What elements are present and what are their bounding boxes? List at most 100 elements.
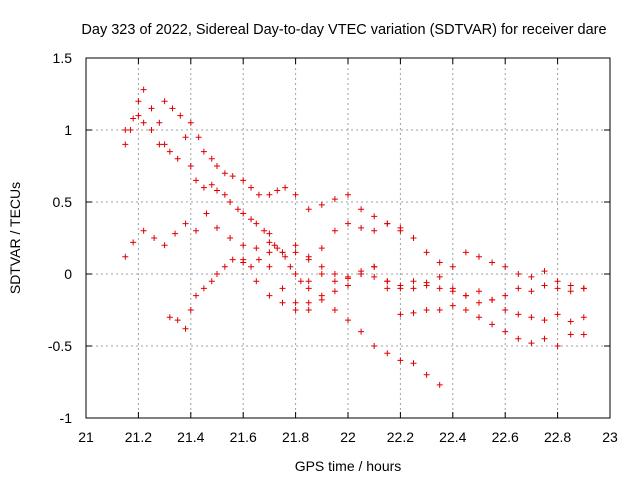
- data-point: [305, 206, 312, 213]
- data-point: [130, 239, 137, 246]
- data-point: [221, 263, 228, 270]
- data-point: [397, 311, 404, 318]
- data-point: [292, 242, 299, 249]
- data-point: [436, 307, 443, 313]
- data-point: [182, 134, 189, 141]
- data-point: [423, 279, 430, 286]
- data-point: [502, 263, 509, 270]
- data-point: [266, 230, 273, 237]
- data-point: [227, 235, 234, 241]
- series-track-2: [122, 98, 404, 234]
- data-point: [449, 302, 456, 309]
- grid-lines: [86, 58, 610, 418]
- x-tick-label: 22.4: [439, 429, 466, 445]
- data-point: [229, 173, 236, 180]
- data-point: [169, 105, 176, 112]
- data-point: [567, 282, 574, 289]
- data-point: [436, 285, 443, 292]
- data-point: [161, 98, 168, 105]
- data-point: [287, 263, 294, 270]
- data-point: [436, 381, 443, 388]
- x-tick-label: 23: [602, 429, 618, 445]
- data-point: [515, 271, 522, 277]
- data-point: [567, 331, 574, 338]
- data-point: [528, 314, 535, 321]
- series-track-3: [122, 210, 587, 292]
- data-point: [234, 206, 241, 213]
- data-point: [397, 224, 404, 231]
- data-point: [214, 224, 220, 231]
- x-tick-label: 21.2: [125, 429, 152, 445]
- data-point: [567, 288, 574, 295]
- data-point: [214, 187, 220, 194]
- data-point: [580, 331, 587, 338]
- data-point: [502, 328, 509, 335]
- data-point: [318, 263, 325, 270]
- data-point: [397, 282, 404, 289]
- series-track-1: [122, 86, 312, 292]
- data-point: [476, 314, 482, 321]
- data-point: [331, 227, 338, 234]
- data-point: [410, 285, 417, 292]
- data-point: [502, 307, 509, 313]
- data-point: [140, 227, 147, 234]
- data-point: [140, 86, 147, 93]
- data-point: [567, 318, 574, 325]
- x-axis-ticks: 21 21.2 21.4 21.6 21.8 22 22.2 22.4 22.6 22.8 23: [78, 58, 618, 445]
- data-point: [266, 249, 273, 256]
- data-point: [227, 199, 234, 205]
- data-point: [580, 314, 587, 321]
- data-point: [410, 235, 417, 241]
- data-point: [371, 213, 378, 220]
- data-point: [305, 299, 312, 306]
- data-point: [476, 253, 482, 260]
- x-axis-label: GPS time / hours: [295, 458, 402, 474]
- data-point: [182, 325, 189, 332]
- data-point: [410, 278, 417, 285]
- data-point: [221, 170, 228, 177]
- data-point: [371, 227, 378, 234]
- data-point: [515, 311, 522, 318]
- data-point: [345, 317, 351, 324]
- data-point: [274, 187, 281, 194]
- data-point: [161, 242, 168, 249]
- data-point: [371, 343, 378, 349]
- data-point: [580, 285, 587, 292]
- data-point: [541, 335, 548, 342]
- data-point: [292, 307, 299, 313]
- data-point: [345, 191, 351, 198]
- data-point: [305, 307, 312, 313]
- data-point: [410, 309, 417, 316]
- y-tick-label: -1: [60, 410, 73, 426]
- data-point: [156, 119, 163, 126]
- data-point: [318, 201, 325, 208]
- data-point: [384, 220, 391, 227]
- data-point: [279, 299, 286, 306]
- series-track-5: [240, 256, 443, 388]
- data-point: [331, 196, 338, 203]
- data-point: [462, 292, 469, 299]
- data-point: [177, 112, 184, 119]
- data-point: [358, 328, 365, 335]
- data-point: [229, 256, 236, 263]
- series-track-4: [166, 245, 587, 332]
- data-point: [554, 278, 561, 285]
- data-point: [200, 285, 207, 292]
- data-point: [318, 245, 325, 252]
- data-point: [266, 263, 273, 270]
- data-point: [248, 263, 255, 270]
- data-point: [331, 307, 338, 313]
- data-point: [449, 288, 456, 295]
- data-point: [122, 127, 129, 133]
- y-tick-label: 0: [64, 266, 72, 282]
- x-tick-label: 21.4: [177, 429, 204, 445]
- data-point: [240, 210, 247, 217]
- data-point: [489, 296, 496, 303]
- data-point: [371, 263, 378, 270]
- data-point: [297, 278, 304, 285]
- data-point: [449, 263, 456, 270]
- data-point: [282, 184, 289, 191]
- data-point: [253, 278, 260, 285]
- data-point: [528, 288, 535, 295]
